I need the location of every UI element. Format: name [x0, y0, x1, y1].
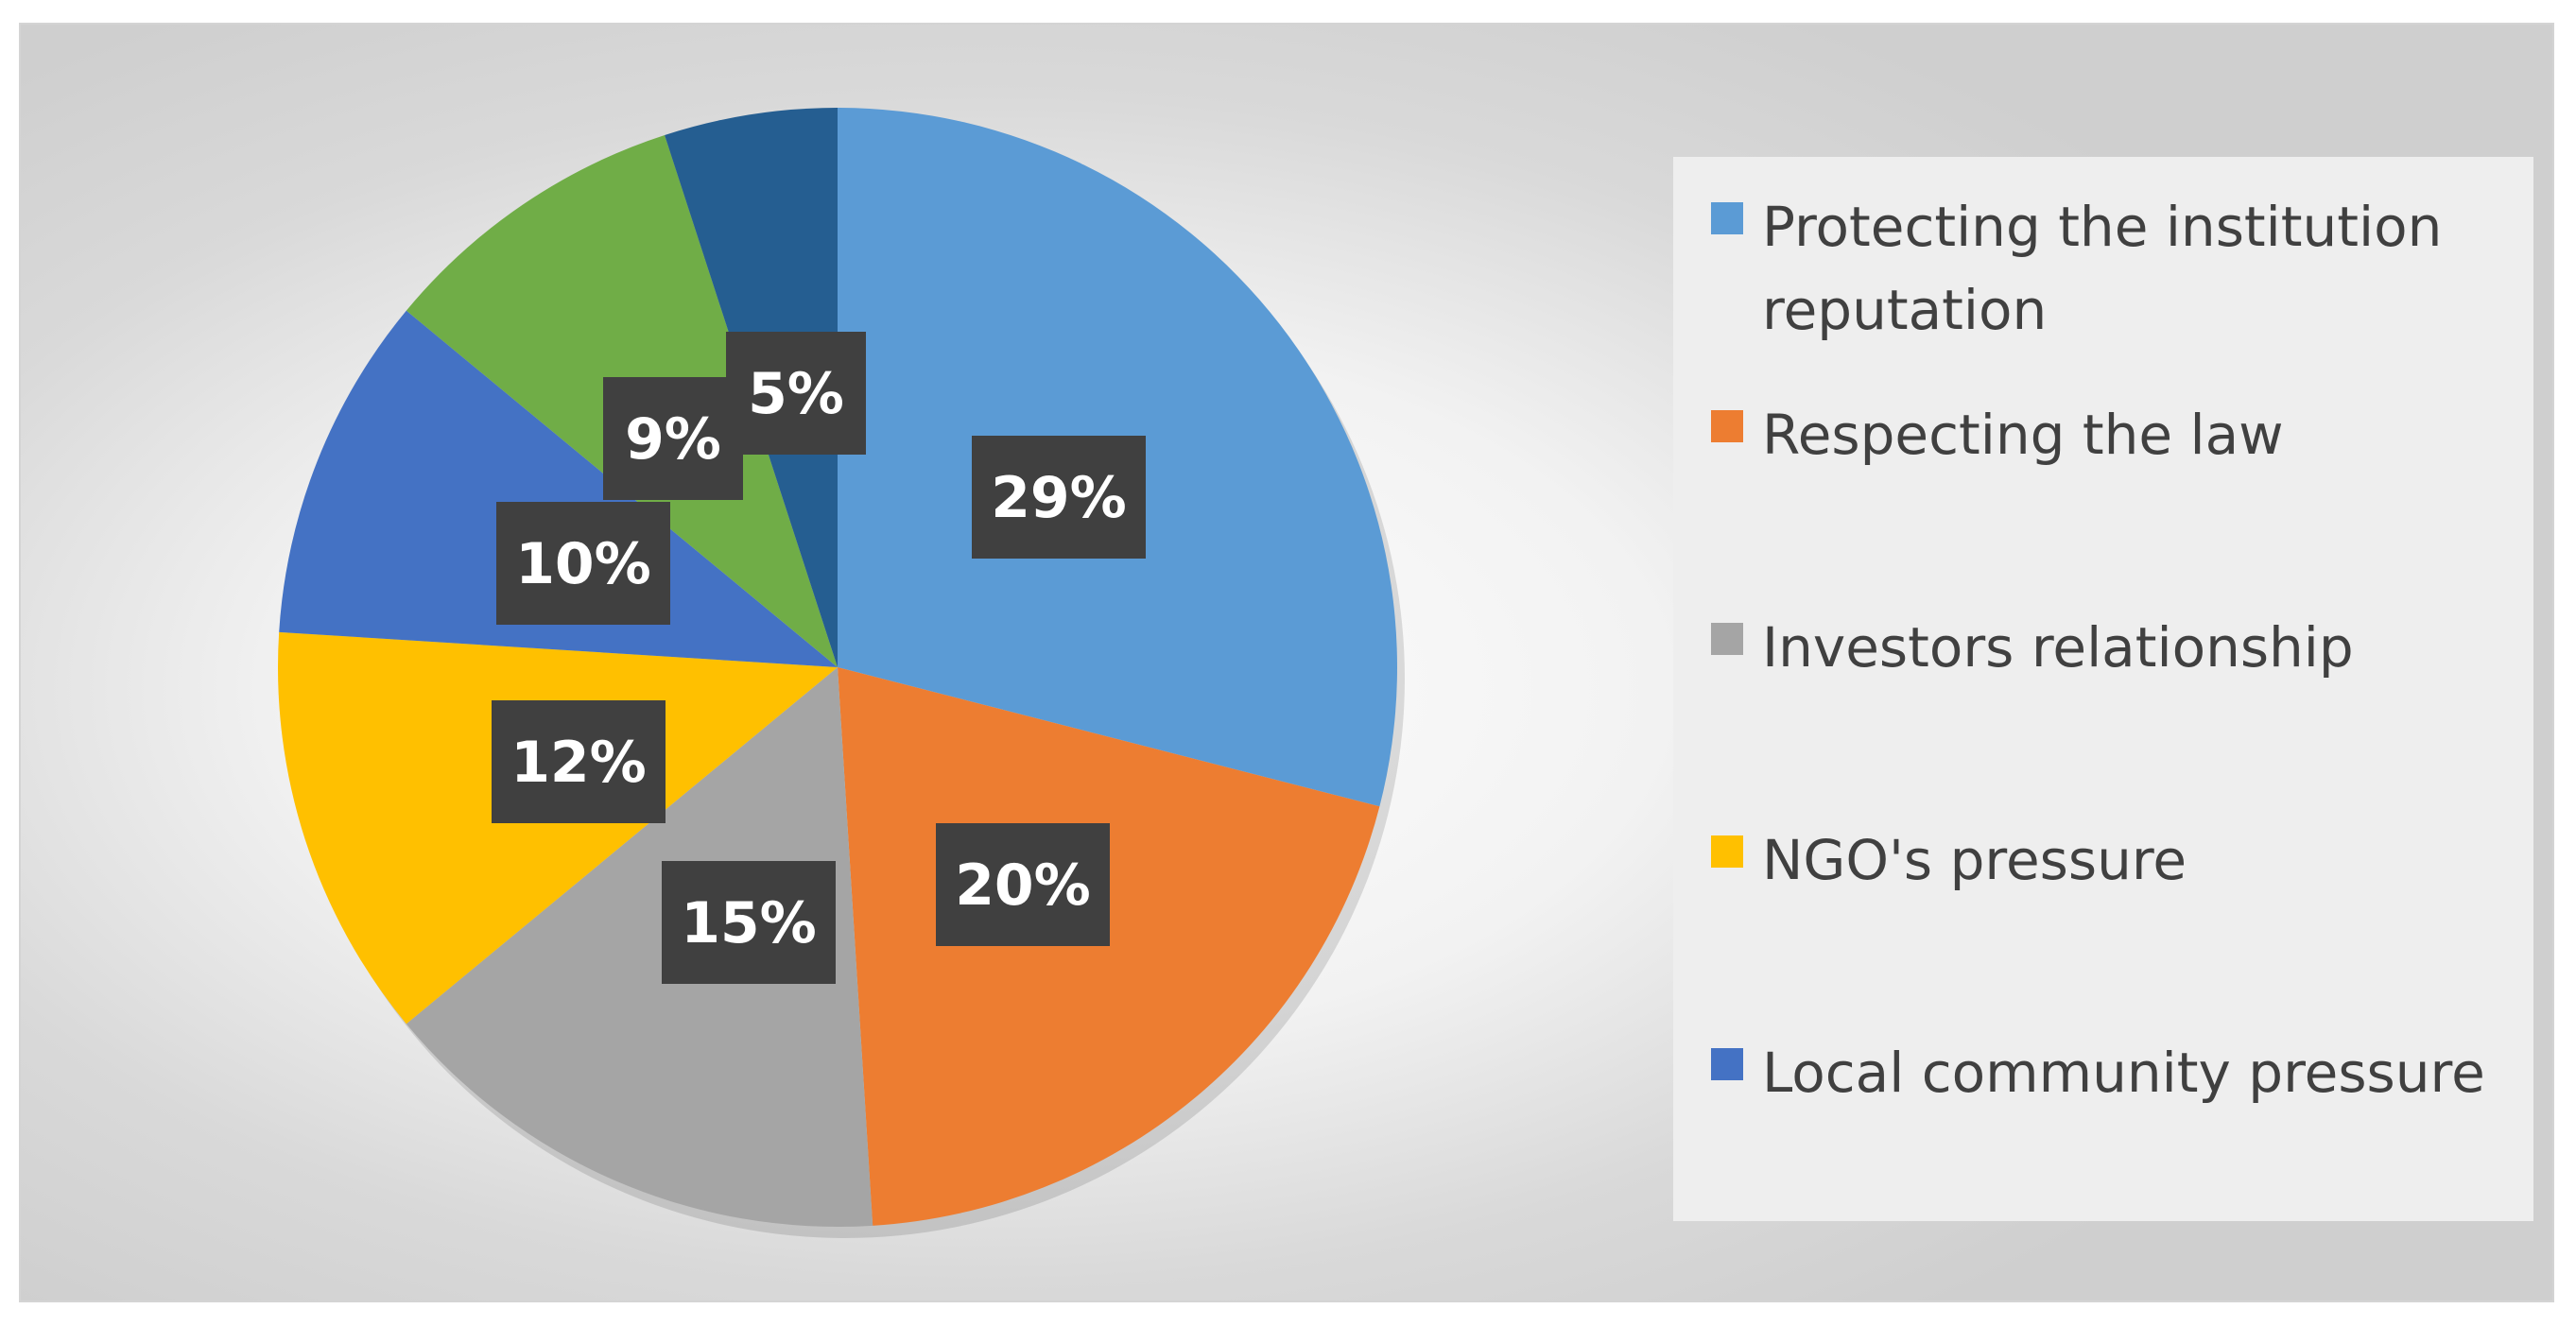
data-label-box — [972, 436, 1146, 559]
legend-swatch — [1711, 410, 1743, 442]
legend-swatch — [1711, 623, 1743, 655]
pie-slice-4 — [278, 631, 838, 1025]
data-label-6: 9% — [603, 377, 743, 500]
legend-swatch — [1711, 835, 1743, 868]
legend-item-1: Protecting the institution reputation — [1711, 185, 2537, 352]
legend-label: Investors relationship — [1762, 615, 2354, 680]
legend-item-4: NGO's pressure — [1711, 818, 2537, 902]
data-label-text: 29% — [991, 465, 1127, 531]
legend-label: Protecting the institution reputation — [1762, 195, 2443, 342]
legend-item-3: Investors relationship — [1711, 606, 2537, 689]
data-label-box — [492, 700, 666, 823]
data-label-7: 5% — [726, 332, 866, 455]
pie-slice-5 — [279, 310, 838, 667]
legend-label: Respecting the law — [1762, 403, 2284, 467]
data-label-box — [603, 377, 743, 500]
pie-slice-3 — [406, 667, 873, 1227]
legend-label: Local community pressure — [1762, 1041, 2485, 1105]
data-label-text: 10% — [515, 531, 651, 597]
data-label-box — [936, 823, 1110, 946]
legend-item-5: Local community pressure — [1711, 1031, 2537, 1114]
data-label-text: 20% — [955, 852, 1091, 919]
legend-label: NGO's pressure — [1762, 828, 2187, 892]
data-label-4: 12% — [492, 700, 666, 823]
data-label-box — [496, 502, 670, 625]
pie-slice-2 — [838, 667, 1380, 1226]
legend-swatch — [1711, 202, 1743, 234]
data-label-text: 9% — [625, 406, 721, 473]
data-label-text: 15% — [681, 890, 817, 956]
legend-swatch — [1711, 1048, 1743, 1080]
legend-item-2: Respecting the law — [1711, 393, 2537, 476]
pie-chart: 29% 20% 15% 12% 10% 9% 5% — [278, 108, 1405, 1238]
data-label-text: 12% — [510, 730, 647, 796]
data-label-box — [662, 861, 836, 984]
data-label-5: 10% — [496, 502, 670, 625]
legend: Protecting the institution reputation Res… — [1673, 157, 2533, 1221]
data-label-3: 15% — [662, 861, 836, 984]
data-label-box — [726, 332, 866, 455]
data-label-2: 20% — [936, 823, 1110, 946]
data-label-text: 5% — [748, 361, 844, 427]
chart-area: 29% 20% 15% 12% 10% 9% 5% Protecting the insti… — [19, 23, 2554, 1302]
data-label-1: 29% — [972, 436, 1146, 559]
